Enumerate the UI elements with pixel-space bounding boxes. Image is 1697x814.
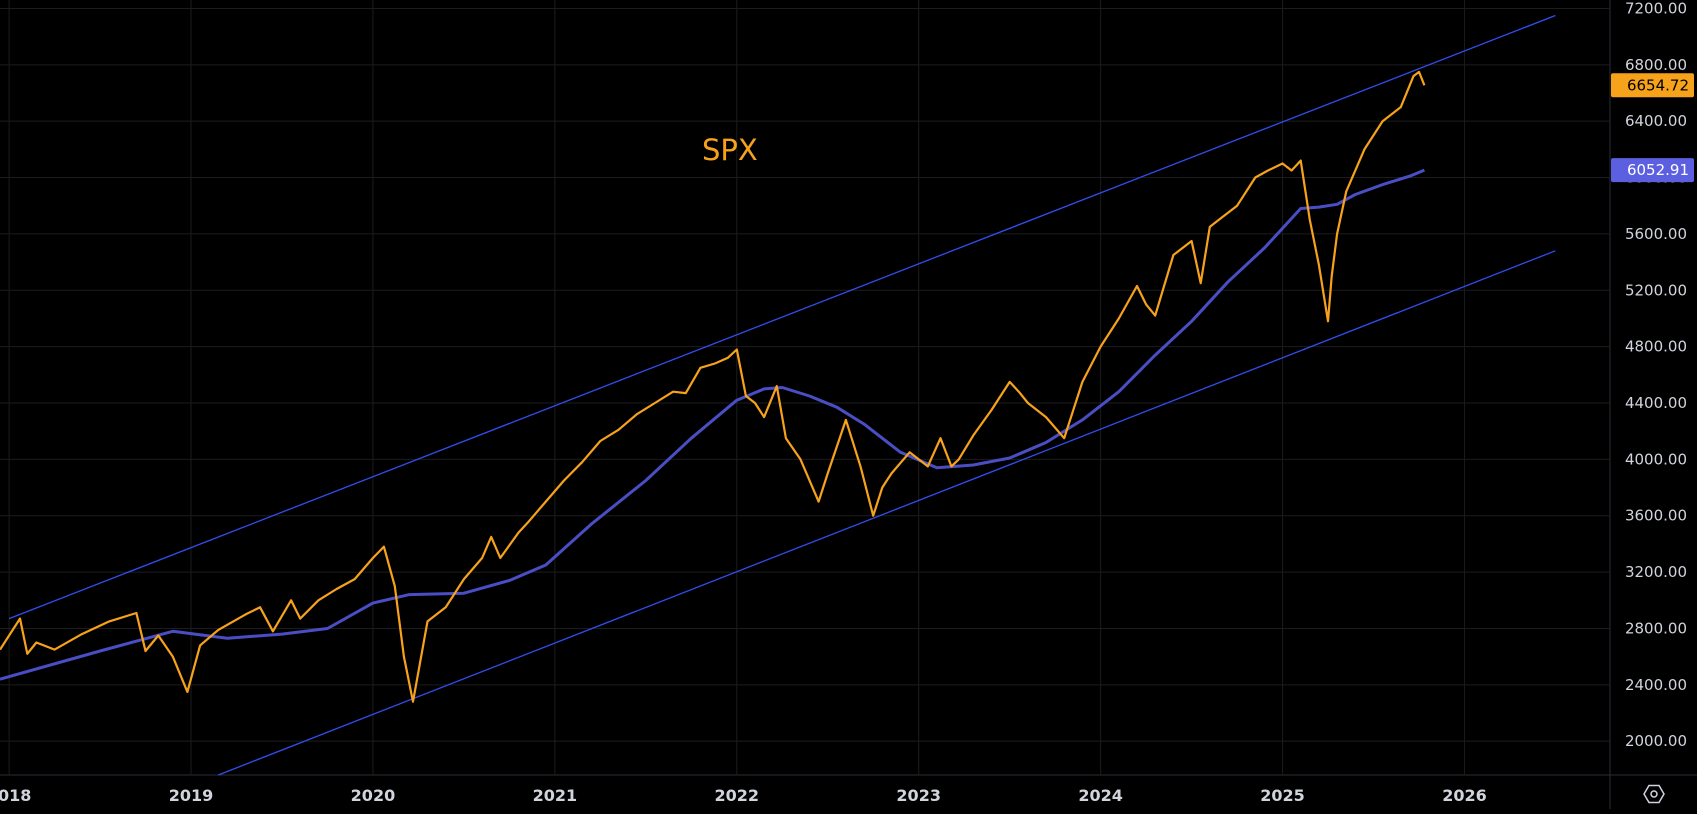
last-price-badge-bg (1611, 73, 1694, 98)
y-tick-label: 2000.00 (1625, 732, 1687, 750)
channel-upper-line[interactable] (8, 14, 1556, 620)
moving-average-line (0, 168, 1425, 681)
x-tick-label: 2025 (1260, 786, 1305, 805)
price-line (0, 70, 1426, 703)
moving-average-badge-bg (1611, 158, 1694, 183)
x-tick-label: 2023 (896, 786, 941, 805)
x-tick-label: 2021 (533, 786, 578, 805)
y-tick-label: 2800.00 (1625, 619, 1687, 637)
y-tick-label: 2400.00 (1625, 676, 1687, 694)
x-tick-label: 2020 (351, 786, 396, 805)
y-tick-label: 5600.00 (1625, 225, 1687, 243)
x-tick-label: 2024 (1078, 786, 1123, 805)
value-badges: 6654.72 6052.91 (1611, 73, 1694, 183)
y-tick-label: 4400.00 (1625, 394, 1687, 412)
x-tick-label: 2019 (169, 786, 214, 805)
price-path[interactable] (0, 70, 1426, 703)
last-price-badge-text: 6654.72 (1627, 76, 1689, 94)
y-tick-label: 6800.00 (1625, 56, 1687, 74)
moving-average-path[interactable] (0, 168, 1425, 681)
y-tick-label: 7200.00 (1625, 0, 1687, 17)
symbol-label: SPX (702, 133, 758, 167)
y-tick-label: 3200.00 (1625, 563, 1687, 581)
y-tick-label: 4800.00 (1625, 338, 1687, 356)
hexagon-settings-icon[interactable] (1643, 784, 1665, 804)
x-tick-label: 2026 (1442, 786, 1487, 805)
y-tick-label: 5200.00 (1625, 281, 1687, 299)
time-axis[interactable]: 2018 2019 2020 2021 2022 2023 2024 2025 2026 (0, 786, 1487, 805)
moving-average-badge: 6052.91 (1611, 158, 1694, 183)
y-tick-label: 4000.00 (1625, 450, 1687, 468)
x-tick-label: 2022 (715, 786, 760, 805)
channel-lower-line[interactable] (218, 250, 1556, 776)
price-axis[interactable]: 2000.00 2400.00 2800.00 3200.00 3600.00 4000.… (1625, 0, 1687, 750)
last-price-badge: 6654.72 (1611, 73, 1694, 98)
x-tick-label: 2018 (0, 786, 31, 805)
trend-channel (8, 14, 1556, 776)
y-tick-label: 3600.00 (1625, 507, 1687, 525)
moving-average-badge-text: 6052.91 (1627, 161, 1689, 179)
y-tick-label: 6400.00 (1625, 112, 1687, 130)
